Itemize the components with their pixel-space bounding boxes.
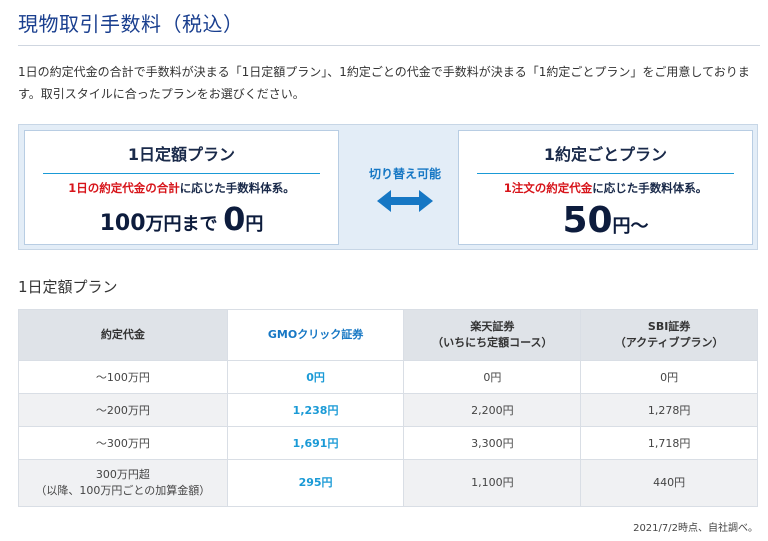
cell-sbi: 1,278円 xyxy=(580,393,758,427)
cell-gmo: 295円 xyxy=(226,459,405,507)
table-row: 〜300万円 1,691円 3,300円 1,718円 xyxy=(18,426,758,460)
cell-rakuten: 0円 xyxy=(403,360,582,394)
cell-gmo: 1,691円 xyxy=(226,426,405,460)
cell-rakuten: 2,200円 xyxy=(403,393,582,427)
header-sbi-plan: （アクティブプラン） xyxy=(614,336,724,349)
cell-sbi: 0円 xyxy=(580,360,758,394)
cell-sbi: 1,718円 xyxy=(580,426,758,460)
cell-gmo: 0円 xyxy=(226,360,405,394)
header-sbi-name: SBI証券 xyxy=(647,320,691,333)
daily-plan-price-unit: 円 xyxy=(245,214,264,235)
header-rakuten-name: 楽天証券 xyxy=(470,320,515,333)
header-gmo: GMOクリック証券 xyxy=(226,309,405,361)
daily-plan-desc-highlight: 1日の約定代金の合計 xyxy=(68,181,180,195)
section-subtitle: 1日定額プラン xyxy=(18,278,118,296)
cell-range-line1: 300万円超 xyxy=(95,468,150,481)
table-row: 300万円超 （以降、100万円ごとの加算金額） 295円 1,100円 440円 xyxy=(18,459,758,507)
cell-gmo: 1,238円 xyxy=(226,393,405,427)
per-trade-plan-desc: 1注文の約定代金に応じた手数料体系。 xyxy=(459,180,752,196)
daily-plan-price: 100万円まで 0円 xyxy=(25,200,338,238)
daily-plan-threshold-num: 100 xyxy=(99,211,146,236)
cell-range-line2: （以降、100万円ごとの加算金額） xyxy=(35,484,211,497)
per-trade-plan-divider xyxy=(477,173,734,174)
header-trade-amount: 約定代金 xyxy=(18,309,228,361)
per-trade-plan-title: 1約定ごとプラン xyxy=(543,145,668,164)
per-trade-plan-desc-rest: に応じた手数料体系。 xyxy=(592,181,708,195)
cell-range: 〜300万円 xyxy=(18,426,228,460)
daily-plan-title: 1日定額プラン xyxy=(127,145,236,164)
cell-rakuten: 3,300円 xyxy=(403,426,582,460)
title-divider xyxy=(18,45,760,46)
cell-sbi: 440円 xyxy=(580,459,758,507)
survey-date-note: 2021/7/2時点、自社調べ。 xyxy=(633,523,758,534)
daily-plan-price-num: 0 xyxy=(223,200,246,238)
daily-plan-desc: 1日の約定代金の合計に応じた手数料体系。 xyxy=(25,180,338,196)
per-trade-plan-price-unit: 円〜 xyxy=(612,216,649,237)
cell-range: 〜200万円 xyxy=(18,393,228,427)
double-arrow-icon xyxy=(377,190,433,212)
daily-plan-desc-rest: に応じた手数料体系。 xyxy=(179,181,295,195)
table-row: 〜100万円 0円 0円 0円 xyxy=(18,360,758,394)
cell-rakuten: 1,100円 xyxy=(403,459,582,507)
table-row: 〜200万円 1,238円 2,200円 1,278円 xyxy=(18,393,758,427)
header-rakuten-plan: （いちにち定額コース） xyxy=(432,336,553,349)
cell-range: 300万円超 （以降、100万円ごとの加算金額） xyxy=(18,459,228,507)
per-trade-plan-card: 1約定ごとプラン 1注文の約定代金に応じた手数料体系。 50円〜 xyxy=(458,130,753,245)
header-rakuten: 楽天証券 （いちにち定額コース） xyxy=(403,309,582,361)
daily-flat-plan-card: 1日定額プラン 1日の約定代金の合計に応じた手数料体系。 100万円まで 0円 xyxy=(24,130,339,245)
per-trade-plan-desc-highlight: 1注文の約定代金 xyxy=(503,181,593,195)
switchable-label: 切り替え可能 xyxy=(368,167,441,181)
table-header-row: 約定代金 GMOクリック証券 楽天証券 （いちにち定額コース） SBI証券 （アクテ… xyxy=(18,309,758,361)
per-trade-plan-price-num: 50 xyxy=(562,200,613,241)
header-sbi: SBI証券 （アクティブプラン） xyxy=(580,309,758,361)
fee-comparison-table: 約定代金 GMOクリック証券 楽天証券 （いちにち定額コース） SBI証券 （アクテ… xyxy=(18,309,758,507)
intro-text: 1日の約定代金の合計で手数料が決まる「1日定額プラン」、1約定ごとの代金で手数料… xyxy=(18,65,750,101)
daily-plan-threshold-text: 万円まで xyxy=(145,214,218,235)
cell-range: 〜100万円 xyxy=(18,360,228,394)
plan-comparison-box: 1日定額プラン 1日の約定代金の合計に応じた手数料体系。 100万円まで 0円 … xyxy=(18,124,758,250)
per-trade-plan-price: 50円〜 xyxy=(459,200,752,241)
page-title: 現物取引手数料（税込） xyxy=(18,12,244,36)
daily-plan-divider xyxy=(43,173,320,174)
